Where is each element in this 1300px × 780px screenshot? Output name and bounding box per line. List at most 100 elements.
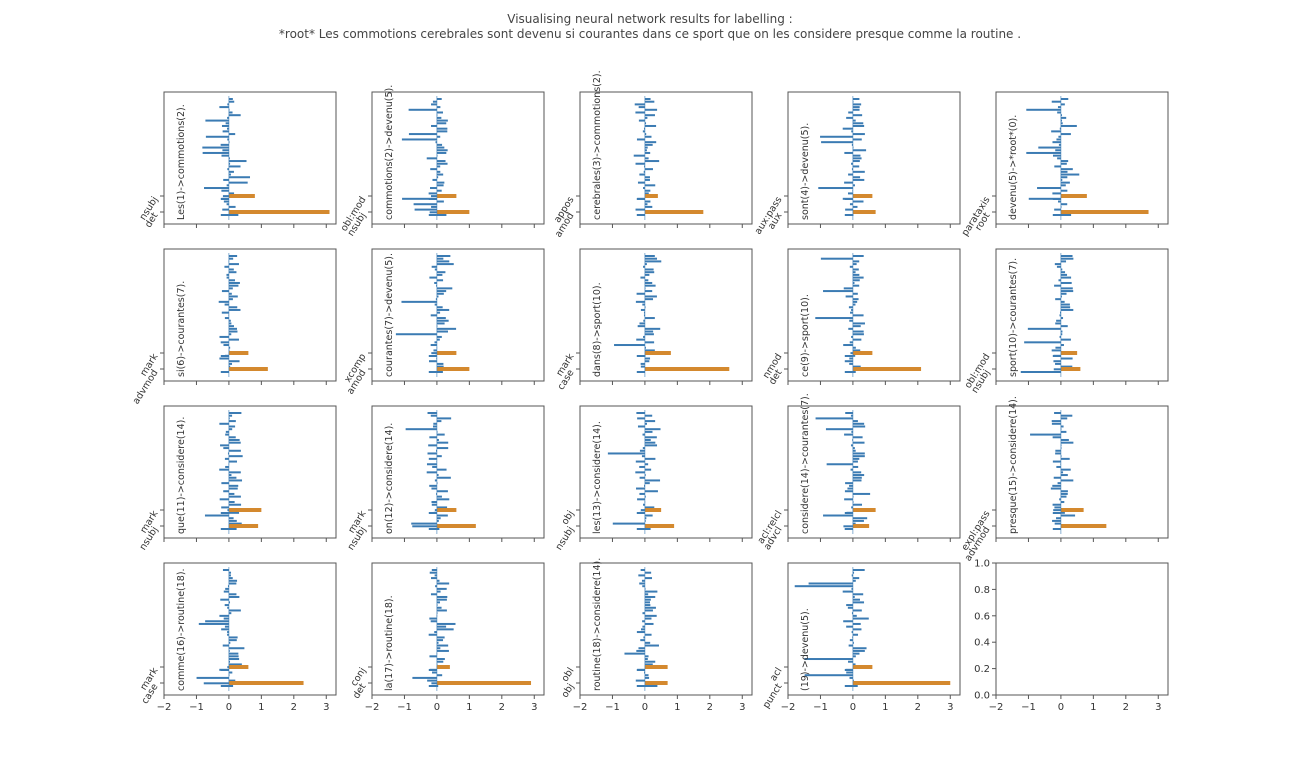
bar-blue [228, 308, 241, 311]
panel-label: cerebrales(3)->commotions(2). [592, 70, 603, 220]
bar-blue [852, 441, 865, 444]
bar-blue [634, 103, 645, 106]
bar-blue [852, 649, 865, 652]
bar-blue [436, 149, 448, 152]
bar-blue [228, 436, 236, 439]
bar-blue [851, 631, 853, 634]
bar-blue [436, 625, 447, 628]
bar-blue [1060, 441, 1074, 444]
bar-blue [228, 214, 239, 216]
bar-blue [852, 325, 861, 328]
bar-blue [1052, 460, 1061, 463]
bar-blue [849, 341, 853, 344]
bar-blue [430, 344, 437, 347]
bar-blue [436, 647, 441, 650]
bar-blue [428, 355, 437, 357]
bar-blue [1060, 255, 1073, 257]
bar-blue [220, 371, 229, 373]
bar-blue [428, 214, 437, 216]
bar-blue [644, 514, 653, 517]
bar-blue [644, 317, 655, 320]
bar-blue [436, 598, 447, 601]
bar-highlight-2 [1060, 210, 1149, 214]
bar-blue [633, 154, 645, 157]
bar-blue [818, 187, 853, 190]
bar-blue [228, 476, 237, 479]
axes-frame [163, 248, 337, 382]
bar-blue [223, 490, 229, 493]
bar-blue [436, 519, 439, 522]
bar-blue [408, 108, 437, 111]
bar-blue [228, 165, 241, 168]
bar-blue [228, 595, 240, 598]
bar-blue [226, 203, 229, 206]
bar-blue [852, 138, 862, 141]
x-tick-label: −1 [605, 702, 620, 713]
bar-blue [431, 577, 437, 580]
bar-blue [1056, 517, 1061, 520]
bar-blue [850, 311, 853, 314]
bar-blue [644, 149, 647, 152]
bar-blue [850, 444, 853, 447]
bar-blue [224, 625, 229, 628]
bar-blue [638, 106, 645, 109]
bar-blue [436, 417, 452, 420]
bar-blue [228, 287, 233, 290]
bar-blue [430, 414, 437, 417]
bar-blue [228, 255, 238, 257]
bar-blue [427, 412, 437, 414]
bar-blue [642, 585, 645, 588]
bar-blue [395, 333, 437, 336]
bar-blue [846, 625, 853, 628]
bar-blue [1060, 162, 1067, 165]
bar-blue [228, 685, 234, 687]
bar-blue [414, 208, 437, 211]
bar-blue [644, 268, 654, 271]
bar-blue [220, 512, 229, 514]
bar-blue [228, 517, 234, 520]
panel-label: courantes(7)->devenu(5). [384, 253, 395, 377]
panel-label: les(13)->considere(14). [592, 421, 603, 534]
bar-blue [1058, 135, 1061, 138]
bar-blue [401, 138, 437, 141]
bar-blue [430, 620, 437, 623]
bar-blue [849, 319, 853, 322]
bar-blue [436, 441, 449, 444]
bar-blue [852, 273, 860, 276]
bar-blue [220, 355, 229, 357]
bar-blue [640, 639, 645, 642]
bar-blue [1058, 279, 1061, 282]
bar-blue [1052, 371, 1061, 373]
bar-blue [221, 628, 229, 631]
bar-blue [852, 636, 853, 639]
bar-blue [607, 452, 645, 455]
bar-blue [426, 471, 437, 474]
bar-blue [1060, 203, 1068, 206]
y-tick-label: obl [560, 666, 577, 684]
axes-frame [787, 91, 961, 225]
bar-blue [436, 317, 446, 320]
bar-blue [1060, 103, 1065, 106]
bar-blue [1052, 355, 1061, 357]
bar-blue [804, 674, 853, 677]
bar-blue [1060, 338, 1071, 341]
bar-blue [1060, 133, 1071, 136]
bar-blue [636, 292, 645, 295]
bar-highlight-1 [228, 351, 249, 355]
bar-blue [644, 590, 658, 593]
bar-blue [219, 422, 229, 425]
bar-blue [844, 669, 853, 671]
bar-blue [852, 503, 863, 506]
bar-blue [644, 658, 648, 661]
bar-blue [1053, 476, 1061, 479]
bar-blue [852, 114, 863, 117]
bar-blue [1060, 365, 1073, 368]
bar-blue [639, 173, 645, 176]
bar-blue [640, 365, 645, 368]
bar-blue [1060, 290, 1074, 293]
bar-blue [401, 300, 437, 303]
